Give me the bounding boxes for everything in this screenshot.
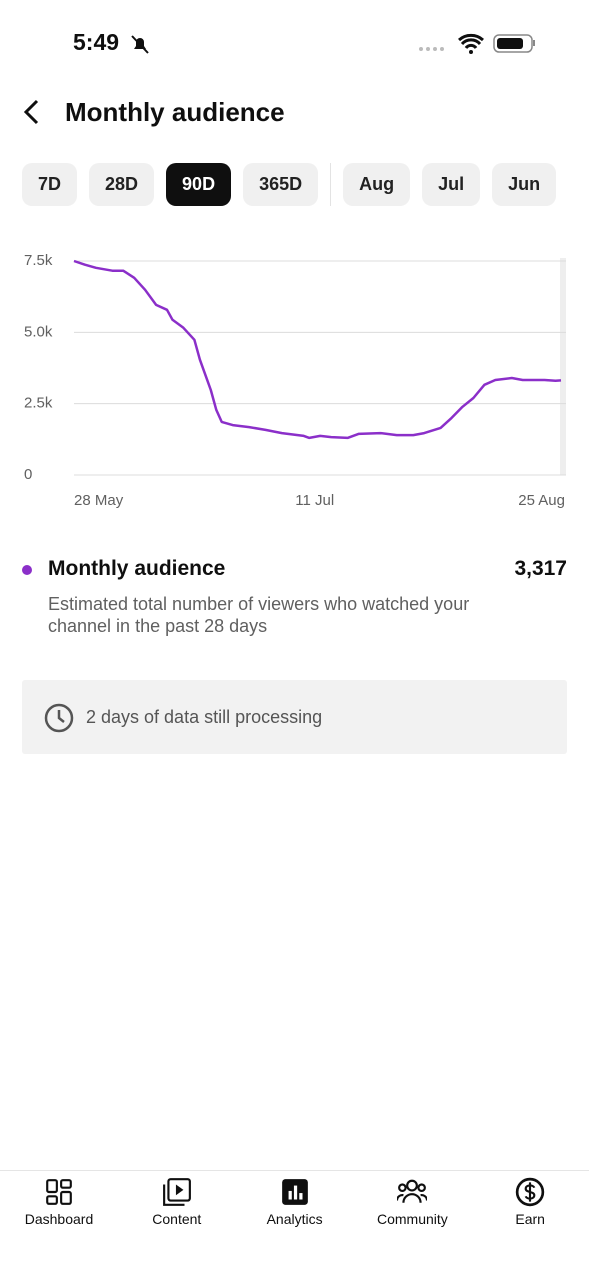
data-line (73, 259, 562, 440)
chart: 0 2.5k 5.0k 7.5k 28 May 11 Jul 25 Aug (24, 252, 566, 509)
y-tick-label: 5.0k (24, 323, 53, 340)
filter-tab[interactable]: 90D (166, 163, 232, 206)
nav-label: Earn (515, 1211, 545, 1227)
nav-icon (46, 1179, 72, 1205)
bottom-nav: Dashboard Content Analytics Community Earn (0, 1170, 589, 1281)
nav-icon (515, 1177, 545, 1207)
filter-tab[interactable]: 7D (22, 163, 78, 206)
notice-box: 2 days of data still processing (22, 680, 567, 754)
legend-label: Monthly audience (48, 557, 226, 580)
description: Estimated total number of viewers who wa… (48, 594, 470, 636)
legend-dot (22, 565, 32, 575)
x-tick-label: 11 Jul (295, 492, 334, 509)
filter-tab[interactable]: 365D (243, 163, 319, 206)
status-time: 5:49 (73, 29, 120, 55)
nav-item[interactable]: Dashboard (0, 1177, 118, 1227)
notice-text: 2 days of data still processing (86, 707, 323, 727)
filter-tab[interactable]: 28D (89, 163, 155, 206)
nav-item[interactable]: Content (118, 1177, 236, 1227)
hover-indicator (560, 258, 566, 475)
x-tick-label: 28 May (74, 492, 124, 509)
y-tick-label: 7.5k (24, 252, 53, 269)
tab-divider (330, 163, 332, 206)
status-icons (419, 33, 535, 54)
nav-item[interactable]: Earn (471, 1177, 589, 1227)
y-tick-label: 0 (24, 466, 32, 483)
nav-label: Content (152, 1211, 202, 1227)
nav-item[interactable]: Analytics (236, 1177, 354, 1227)
filter-tab[interactable]: Aug (343, 163, 411, 206)
nav-icon (397, 1179, 428, 1203)
nav-label: Community (376, 1211, 448, 1227)
nav-icon (162, 1178, 191, 1206)
page-title: Monthly audience (65, 97, 285, 127)
tab-bar: 7D 28D 90D 365D Aug Jul Jun (22, 163, 557, 206)
filter-tab[interactable]: Jul (422, 163, 481, 206)
filter-tab[interactable]: Jun (492, 163, 557, 206)
bell-muted-icon (131, 35, 149, 54)
nav-label: Analytics (266, 1211, 323, 1227)
clock-icon (44, 703, 74, 733)
nav-item[interactable]: Community (353, 1177, 471, 1227)
nav-label: Dashboard (24, 1211, 94, 1227)
y-tick-label: 2.5k (24, 395, 53, 412)
current-value: 3,317 (514, 557, 567, 580)
back-button[interactable] (20, 98, 44, 126)
nav-icon (281, 1179, 308, 1205)
x-tick-label: 25 Aug (518, 492, 565, 509)
